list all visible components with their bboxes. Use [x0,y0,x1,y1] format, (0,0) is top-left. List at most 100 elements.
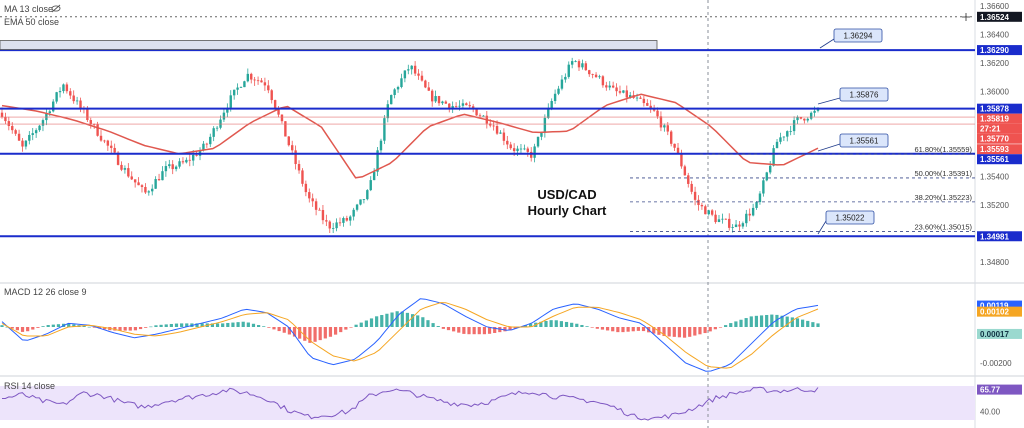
macd-hist-bar [215,323,220,327]
candle [803,118,806,124]
macd-histogram [0,311,820,343]
macd-hist-bar [523,325,528,327]
macd-hist-bar [349,327,353,328]
ema-label: EMA 50 close [4,17,59,27]
macd-hist-bar [354,324,358,327]
macd-hist-bar [662,327,666,337]
macd-hist-bar [698,327,702,335]
fib-label: 50.00%(1.35391) [914,169,972,178]
candle [673,143,676,151]
crosshair-plus-icon[interactable] [962,13,970,21]
candle [400,73,403,89]
candle [605,81,608,91]
macd-hist-bar [421,317,425,327]
eye-off-icon[interactable] [51,4,61,13]
candle [349,215,352,226]
svg-text:1.36290: 1.36290 [980,46,1009,55]
macd-label: MACD 12 26 close 9 [4,287,87,297]
rsi-tag: 65.77 [977,384,1022,395]
candle [308,188,311,203]
candle [69,88,72,100]
candle [103,139,106,144]
macd-hist-bar [82,326,86,327]
macd-hist-bar [785,316,789,327]
macd-hist-bar [164,324,168,327]
candle [284,121,287,137]
macd-hist-bar [457,327,461,333]
macd-hist-bar [544,321,548,327]
macd-hist-bar [72,324,76,327]
candle [622,90,625,94]
candle [734,220,738,228]
candle [161,166,164,181]
annotation-line2: Hourly Chart [528,203,607,218]
macd-hist-bar [328,327,333,337]
macd-hist-bar [56,324,61,327]
price-callout[interactable]: 1.35022 [817,210,875,235]
candle [779,132,782,145]
macd-hist-bar [149,326,153,328]
candle [786,130,789,142]
candle [697,195,700,211]
annotation-line1: USD/CAD [537,187,596,202]
candle [441,100,444,106]
candle [110,140,113,153]
candle [765,171,768,182]
candle [181,157,185,165]
macd-hist-bar [724,325,728,327]
candle [809,111,813,121]
svg-text:1.35593: 1.35593 [980,145,1009,154]
candle [41,118,45,132]
candle [58,87,62,98]
macd-hist-bar [801,319,805,327]
candle [352,207,355,221]
candle [454,102,458,109]
macd-hist-bar [529,323,533,327]
price-callout[interactable]: 1.35561 [817,133,889,152]
macd-hist-bar [806,320,810,327]
candle [714,210,717,224]
candle [359,199,362,206]
candle [407,64,410,75]
candle [52,99,55,113]
candle [639,95,642,99]
candle [127,163,130,178]
macd-hist-bar [133,327,138,331]
price-callout[interactable]: 1.35876 [817,87,889,105]
macd-hist-bar [570,322,574,327]
candle [7,116,11,131]
price-tick: 1.36400 [980,30,1009,39]
price-tags: 1.36524 1.36290 1.358781.3581927:211.35770… [977,11,1022,395]
price-callout[interactable]: 1.36294 [819,28,883,49]
svg-text:1.35022: 1.35022 [836,214,865,223]
candle [427,81,430,92]
macd-hist-bar [487,327,492,334]
macd-hist-bar [462,327,466,334]
svg-text:1.35770: 1.35770 [980,135,1009,144]
candle [755,201,758,210]
candle [185,157,188,164]
resistance-box[interactable] [0,40,658,50]
macd-hist-bar [775,314,779,327]
macd-hist-bar [405,312,410,327]
candle [748,208,751,222]
candle [325,214,328,227]
fib-label: 38.20%(1.35223) [914,193,972,202]
ema50-line [1,93,819,179]
candle [588,69,591,77]
candle [191,149,195,166]
macd-hist-bar [369,318,374,327]
svg-text:65.77: 65.77 [980,386,1001,395]
candle [250,72,253,84]
macd-hist-bar [128,327,132,331]
candle [144,183,147,194]
candle [362,199,366,204]
candle [147,190,151,196]
candle [376,146,379,176]
candle [608,81,611,91]
rsi-label: RSI 14 close [4,381,55,391]
macd-hist-bar [713,327,717,330]
macd-hist-bar [744,318,748,327]
candle [297,160,301,174]
